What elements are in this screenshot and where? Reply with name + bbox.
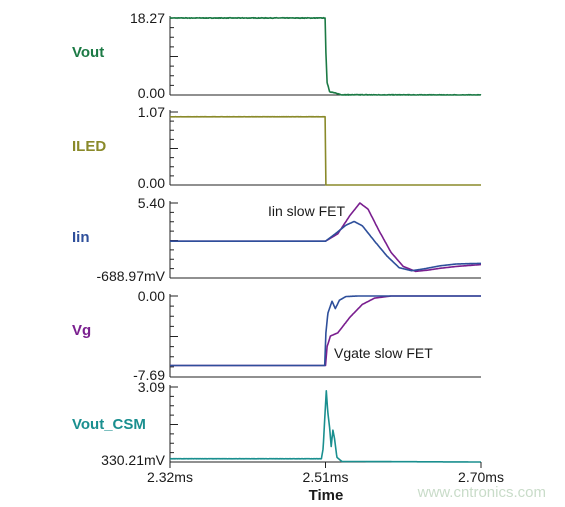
panel-iin: 5.40 -688.97mV Iin Iin slow FET — [72, 195, 482, 284]
y-top-label: 3.09 — [138, 379, 165, 395]
series-trace-iin-1 — [169, 220, 482, 272]
series-trace-vg-1 — [169, 295, 482, 367]
panel-vout_csm: 3.09 330.21mV Vout_CSM — [72, 379, 482, 468]
y-bottom-label: 0.00 — [138, 85, 165, 101]
x-tick-label: 2.32ms — [147, 469, 193, 485]
panel-label: Iin — [72, 229, 90, 246]
y-top-label: 5.40 — [138, 195, 165, 211]
x-tick-label: 2.70ms — [458, 469, 504, 485]
watermark: www.cntronics.com — [417, 484, 546, 501]
y-bottom-label: 0.00 — [138, 175, 165, 191]
y-top-label: 18.27 — [130, 10, 165, 26]
panel-vg: 0.00 -7.69 Vg Vgate slow FET — [72, 288, 482, 383]
series-trace-vout_csm-0 — [169, 389, 482, 463]
y-bottom-label: -7.69 — [133, 367, 165, 383]
panel-vout: 18.27 0.00 Vout — [72, 10, 482, 101]
panel-iled: 1.07 0.00 ILED — [72, 104, 482, 191]
panel-label: Vout_CSM — [72, 416, 146, 433]
annotation-iin: Iin slow FET — [268, 203, 345, 219]
panel-label: Vout — [72, 44, 104, 61]
panel-label: ILED — [72, 138, 106, 155]
panel-label: Vg — [72, 322, 91, 339]
y-top-label: 1.07 — [138, 104, 165, 120]
x-axis: 2.32ms 2.51ms 2.70ms Time — [147, 469, 504, 504]
y-bottom-label: -688.97mV — [97, 268, 166, 284]
y-bottom-label: 330.21mV — [101, 452, 165, 468]
x-tick-label: 2.51ms — [303, 469, 349, 485]
series-trace-vout-0 — [169, 16, 482, 96]
chart-panels: 18.27 0.00 Vout 1.07 0.00 ILED 5.40 -688.97mV Ii… — [72, 10, 482, 468]
annotation-vg: Vgate slow FET — [334, 345, 433, 361]
y-top-label: 0.00 — [138, 288, 165, 304]
x-axis-label: Time — [309, 487, 344, 504]
series-trace-iled-0 — [169, 115, 482, 186]
